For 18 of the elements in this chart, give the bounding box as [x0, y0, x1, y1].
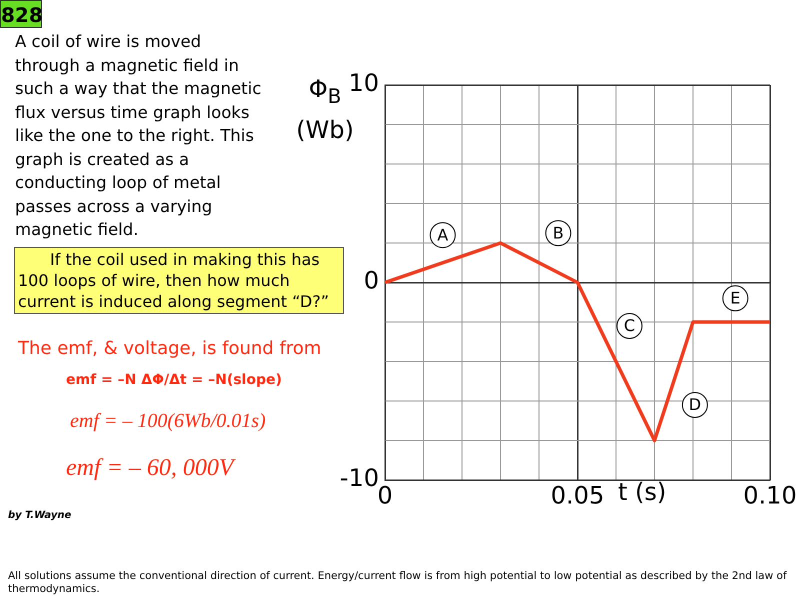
text: The emf, & voltage, is found from: [18, 338, 322, 359]
annotation: E: [730, 288, 740, 308]
text: emf = –N ΔΦ/Δt = –N(slope): [66, 372, 282, 388]
x-tick-label: 0.05: [550, 482, 604, 510]
annotation: B: [552, 223, 564, 242]
x-tick-label: 0.10: [743, 482, 797, 510]
text: A coil of wire is moved through a magnetic field in such a way that the magnetic flux versus time graph looks like the one to the right. This graph is created as a conducting loop of metal passes across a varying magnetic field.: [15, 32, 262, 239]
annotation: C: [624, 316, 636, 336]
text: All solutions assume the conventional direction of current. Energy/current flow is from high potential to low potential as described by the 2nd law of thermodynamics.: [8, 570, 788, 596]
x-axis-title: t (s): [618, 478, 666, 506]
y-tick-label: 0: [364, 266, 379, 295]
y-tick-label: -10: [340, 464, 379, 492]
text: by T.Wayne: [8, 510, 72, 521]
text: emf = – 100(6Wb/0.01s): [70, 410, 266, 433]
annotation: D: [688, 395, 702, 414]
text: emf = – 60, 000V: [66, 455, 234, 482]
annotation: A: [437, 225, 448, 244]
text: If the coil used in making this has 100 loops of wire, then how much current is induced along segment “D?”: [14, 247, 344, 314]
